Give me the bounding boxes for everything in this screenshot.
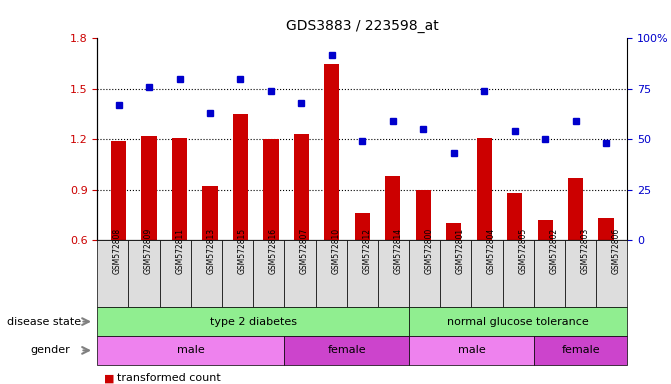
Text: GSM572807: GSM572807 (300, 227, 309, 273)
Text: GSM572809: GSM572809 (144, 227, 153, 273)
Text: type 2 diabetes: type 2 diabetes (210, 316, 297, 327)
Text: male: male (177, 345, 205, 356)
Bar (446, 223, 462, 240)
Bar (203, 186, 217, 240)
Text: GSM572800: GSM572800 (425, 227, 433, 273)
Text: GSM572811: GSM572811 (175, 228, 185, 273)
Text: GSM572801: GSM572801 (456, 227, 465, 273)
Text: gender: gender (30, 345, 70, 356)
Text: GSM572804: GSM572804 (487, 227, 496, 273)
Text: ■: ■ (104, 373, 115, 383)
Text: disease state: disease state (7, 316, 81, 327)
Bar (294, 134, 309, 240)
Bar (385, 176, 401, 240)
Bar (415, 190, 431, 240)
Bar (507, 193, 522, 240)
Bar (476, 137, 492, 240)
Text: GSM572814: GSM572814 (393, 227, 403, 273)
Bar (599, 218, 614, 240)
Text: GSM572812: GSM572812 (362, 228, 371, 273)
Bar (233, 114, 248, 240)
Bar (355, 213, 370, 240)
Text: female: female (562, 345, 600, 356)
Text: GSM572802: GSM572802 (550, 227, 558, 273)
Bar (324, 64, 340, 240)
Text: GSM572806: GSM572806 (612, 227, 621, 273)
Text: GDS3883 / 223598_at: GDS3883 / 223598_at (286, 19, 439, 33)
Text: GSM572810: GSM572810 (331, 227, 340, 273)
Bar (263, 139, 278, 240)
Text: male: male (458, 345, 485, 356)
Text: normal glucose tolerance: normal glucose tolerance (448, 316, 589, 327)
Text: GSM572815: GSM572815 (238, 227, 247, 273)
Bar (537, 220, 553, 240)
Bar (568, 178, 583, 240)
Bar (142, 136, 157, 240)
Bar (111, 141, 126, 240)
Text: transformed count: transformed count (117, 373, 221, 383)
Bar (172, 137, 187, 240)
Text: GSM572803: GSM572803 (580, 227, 590, 273)
Text: GSM572813: GSM572813 (207, 227, 215, 273)
Text: GSM572816: GSM572816 (269, 227, 278, 273)
Text: female: female (327, 345, 366, 356)
Text: GSM572805: GSM572805 (518, 227, 527, 273)
Text: GSM572808: GSM572808 (113, 227, 122, 273)
